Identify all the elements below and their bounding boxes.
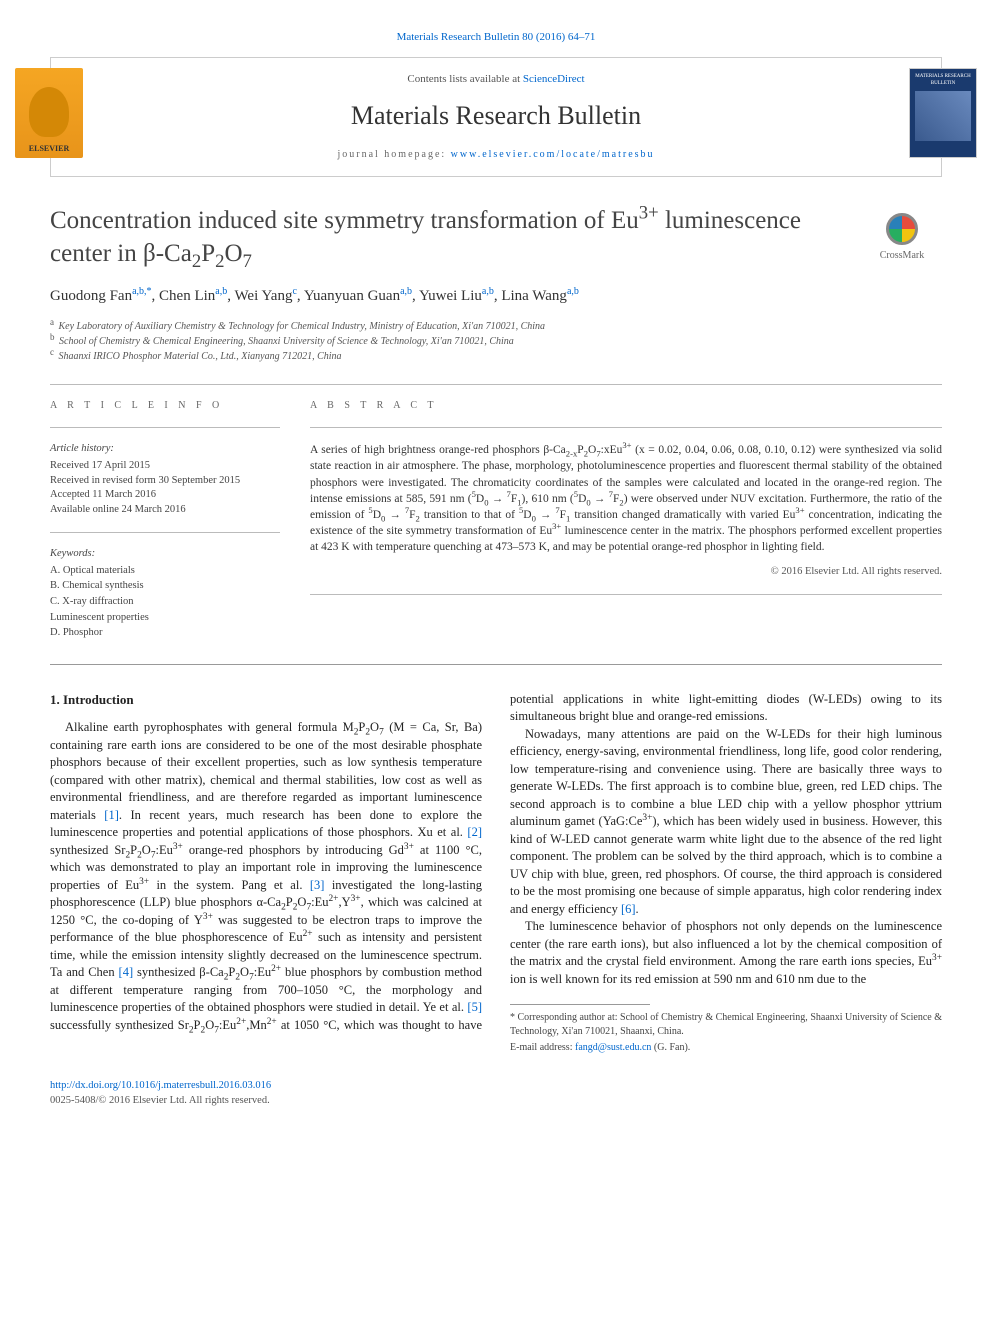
keywords-block: Keywords: A. Optical materialsB. Chemica… [50,547,280,641]
abstract-text: A series of high brightness orange-red p… [310,442,942,555]
keyword-line: C. X-ray diffraction [50,595,280,610]
journal-cover-thumbnail: MATERIALS RESEARCH BULLETIN [909,68,977,158]
corresponding-author-note: * Corresponding author at: School of Che… [510,1011,942,1039]
history-line: Received 17 April 2015 [50,459,280,474]
issn-copyright-line: 0025-5408/© 2016 Elsevier Ltd. All right… [50,1095,270,1106]
journal-name: Materials Research Bulletin [71,98,921,134]
crossmark-label: CrossMark [880,250,924,261]
publisher-label: ELSEVIER [29,143,69,154]
doi-link[interactable]: http://dx.doi.org/10.1016/j.materresbull… [50,1080,271,1091]
citation-link[interactable]: [5] [467,1000,482,1014]
crossmark-badge[interactable]: CrossMark [862,213,942,263]
divider [50,384,942,385]
citation-link[interactable]: [4] [119,965,134,979]
journal-homepage-link[interactable]: www.elsevier.com/locate/matresbu [451,149,655,160]
authors-line: Guodong Fana,b,*, Chen Lina,b, Wei Yangc… [50,286,942,307]
section-heading-introduction: 1. Introduction [50,691,482,709]
divider [310,594,942,595]
citation-link[interactable]: [1] [104,808,119,822]
article-title: Concentration induced site symmetry tran… [50,205,810,270]
sciencedirect-link[interactable]: ScienceDirect [523,73,585,85]
journal-homepage-line: journal homepage: www.elsevier.com/locat… [71,148,921,162]
history-label: Article history: [50,442,280,457]
corresponding-email-link[interactable]: fangd@sust.edu.cn [575,1042,651,1053]
affiliation-line: b School of Chemistry & Chemical Enginee… [50,334,942,349]
history-line: Accepted 11 March 2016 [50,488,280,503]
cover-image-icon [915,91,971,141]
divider [50,427,280,428]
journal-citation-link[interactable]: Materials Research Bulletin 80 (2016) 64… [397,31,596,43]
footnote-divider [510,1004,650,1005]
paragraph: The luminescence behavior of phosphors n… [510,918,942,988]
keywords-label: Keywords: [50,547,280,562]
keyword-line: B. Chemical synthesis [50,579,280,594]
masthead: ELSEVIER MATERIALS RESEARCH BULLETIN Con… [50,57,942,177]
abstract-heading: A B S T R A C T [310,399,942,413]
paragraph: Nowadays, many attentions are paid on th… [510,726,942,919]
article-body: 1. Introduction Alkaline earth pyrophosp… [50,691,942,1056]
info-abstract-row: A R T I C L E I N F O Article history: R… [50,399,942,642]
divider [310,427,942,428]
keyword-line: D. Phosphor [50,626,280,641]
affiliation-line: c Shaanxi IRICO Phosphor Material Co., L… [50,349,942,364]
cover-title: MATERIALS RESEARCH BULLETIN [914,73,972,87]
elsevier-tree-icon [29,87,69,137]
article-history-block: Article history: Received 17 April 2015R… [50,442,280,517]
affiliations-block: a Key Laboratory of Auxiliary Chemistry … [50,319,942,364]
elsevier-logo: ELSEVIER [15,68,83,158]
citation-link[interactable]: [6] [621,902,636,916]
abstract-column: A B S T R A C T A series of high brightn… [310,399,942,642]
footnotes-block: * Corresponding author at: School of Che… [510,1011,942,1055]
abstract-copyright: © 2016 Elsevier Ltd. All rights reserved… [310,565,942,580]
article-info-column: A R T I C L E I N F O Article history: R… [50,399,280,642]
contents-available-line: Contents lists available at ScienceDirec… [71,72,921,87]
divider [50,532,280,533]
keyword-line: Luminescent properties [50,611,280,626]
keyword-line: A. Optical materials [50,564,280,579]
citation-link[interactable]: [2] [467,825,482,839]
crossmark-icon [886,213,918,245]
affiliation-line: a Key Laboratory of Auxiliary Chemistry … [50,319,942,334]
doi-footer: http://dx.doi.org/10.1016/j.materresbull… [50,1079,942,1108]
section-divider [50,664,942,665]
article-header: CrossMark Concentration induced site sym… [50,205,942,364]
email-line: E-mail address: fangd@sust.edu.cn (G. Fa… [510,1041,942,1055]
history-line: Received in revised form 30 September 20… [50,474,280,489]
citation-link[interactable]: [3] [310,878,325,892]
article-info-heading: A R T I C L E I N F O [50,399,280,413]
history-line: Available online 24 March 2016 [50,503,280,518]
journal-citation-header: Materials Research Bulletin 80 (2016) 64… [50,30,942,45]
